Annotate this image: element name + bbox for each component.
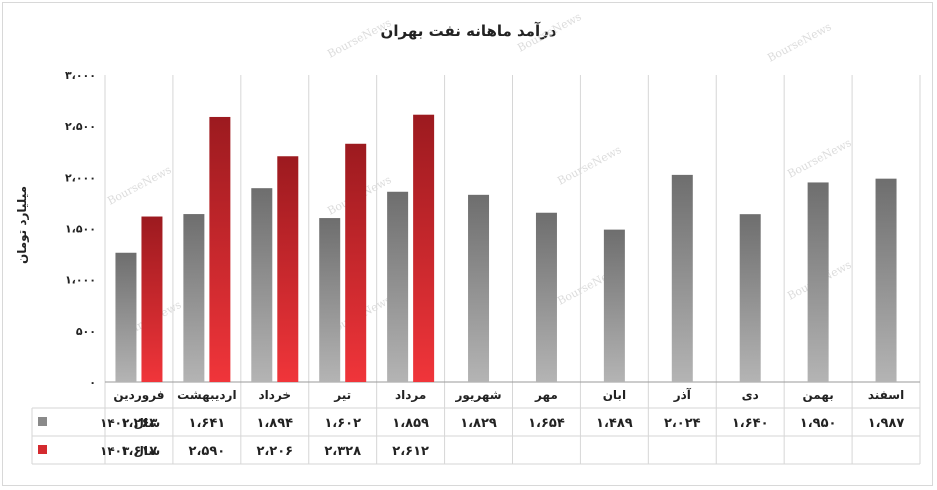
bar-series1 [603, 229, 625, 382]
bar-series2 [209, 116, 231, 382]
bar-series2 [345, 143, 367, 382]
x-tick-label: مرداد [395, 388, 426, 402]
x-tick-label: فروردین [113, 388, 164, 403]
y-tick-label: ۱،۰۰۰ [65, 274, 96, 287]
bar-series1 [671, 174, 693, 382]
table-cell-value: ۱،۶۱۷ [121, 444, 158, 459]
watermark-text: BourseNews [105, 163, 174, 208]
legend-label: سال ۱۴۰۳ [100, 444, 160, 458]
x-tick-label: خرداد [259, 388, 292, 402]
y-tick-label: ۱،۵۰۰ [65, 223, 96, 236]
x-tick-label: آذر [673, 387, 692, 402]
table-cell-value: ۱،۴۸۹ [596, 416, 633, 431]
chart-title: درآمد ماهانه نفت بهران [380, 22, 557, 40]
table-cell-value: ۱،۶۴۰ [732, 416, 769, 431]
legend-label: سال ۱۴۰۲ [100, 416, 160, 430]
bar-series2 [277, 156, 299, 382]
x-tick-label: اردیبهشت [177, 388, 236, 402]
table-cell-value: ۲،۶۱۲ [392, 444, 429, 459]
table-cell-value: ۱،۹۵۰ [800, 416, 837, 431]
table-cell-value: ۲،۵۹۰ [189, 444, 226, 459]
table-cell-value: ۱،۸۲۹ [460, 416, 497, 431]
table-cell-value: ۱،۶۵۴ [528, 416, 565, 431]
table-cell-value: ۲،۲۰۶ [256, 444, 293, 459]
y-tick-label: ۳،۰۰۰ [65, 69, 96, 82]
bar-series2 [141, 216, 163, 382]
table-cell-value: ۱،۸۵۹ [392, 416, 429, 431]
bar-series1 [468, 194, 490, 382]
watermark-text: BourseNews [555, 143, 624, 188]
bar-series1 [183, 214, 205, 382]
bar-series1 [807, 182, 829, 382]
table-cell-value: ۱،۹۸۷ [868, 416, 905, 431]
x-tick-label: اسفند [868, 388, 904, 402]
watermark-text: BourseNews [785, 136, 854, 181]
table-cell-value: ۱،۶۴۱ [189, 416, 226, 431]
y-tick-label: ۲،۰۰۰ [65, 171, 96, 184]
y-tick-label: ۰ [89, 376, 96, 389]
table-cell-value: ۱،۶۰۲ [324, 416, 361, 431]
bar-series1 [535, 212, 557, 382]
bar-series1 [387, 191, 409, 382]
y-tick-label: ۲،۵۰۰ [65, 120, 96, 133]
watermark-text: BourseNews [765, 20, 834, 65]
table-cell-value: ۱،۲۶۳ [121, 416, 158, 431]
table-cell-value: ۲،۳۲۸ [324, 444, 361, 459]
bar-series2 [413, 114, 435, 383]
x-tick-label: ابان [603, 388, 626, 402]
bar-series1 [115, 252, 137, 382]
bar-series1 [319, 218, 341, 382]
table-cell-value: ۱،۸۹۴ [256, 416, 293, 431]
table-cell-value: ۲،۰۲۴ [664, 416, 701, 431]
bar-series1 [739, 214, 761, 382]
y-tick-label: ۵۰۰ [76, 325, 96, 338]
bar-series1 [875, 178, 897, 382]
legend-swatch [38, 445, 47, 454]
legend-swatch [38, 417, 47, 426]
watermark-text: BourseNews [325, 16, 394, 61]
x-tick-label: تیر [333, 388, 351, 402]
watermark-text: BourseNews [515, 10, 584, 55]
x-tick-label: دی [742, 388, 759, 402]
x-tick-label: مهر [534, 388, 558, 402]
x-tick-label: شهریور [454, 388, 501, 403]
x-tick-label: بهمن [802, 388, 833, 402]
bar-series1 [251, 188, 273, 382]
